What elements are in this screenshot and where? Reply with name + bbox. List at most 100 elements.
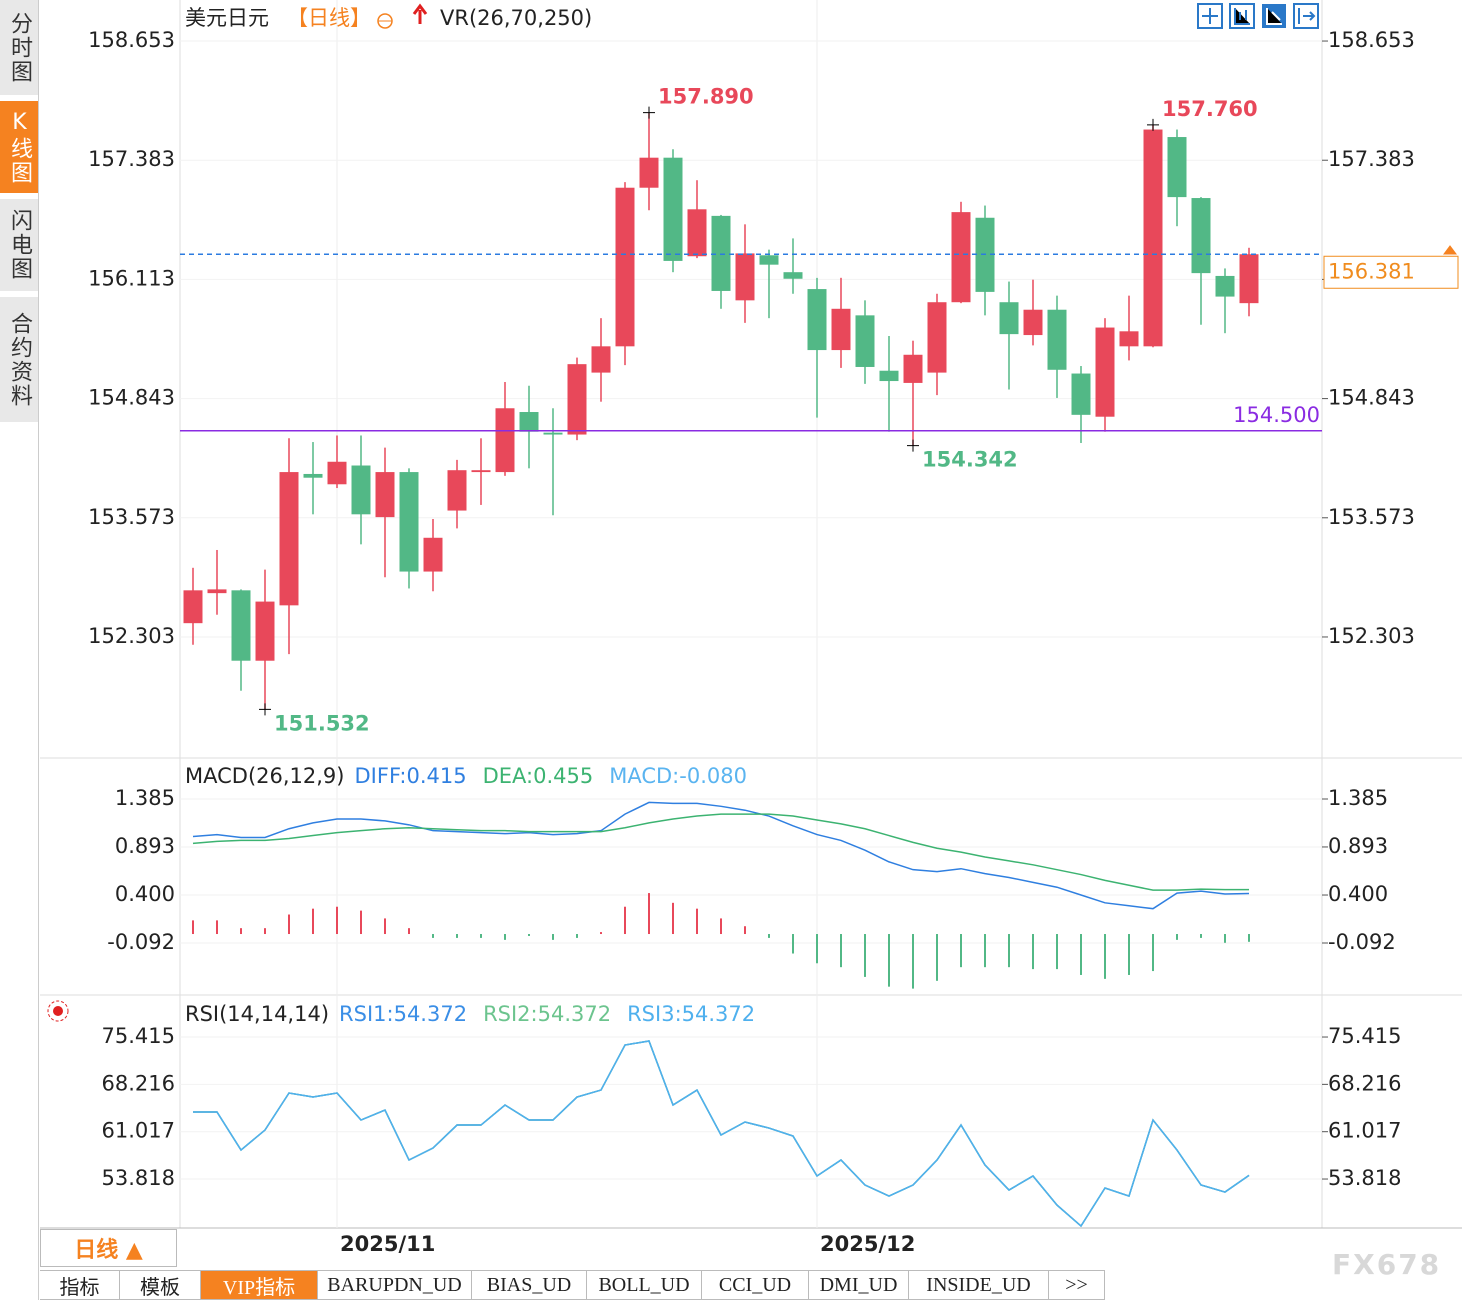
bottom-tab[interactable]: 模板 — [120, 1271, 201, 1299]
candle-body — [639, 157, 659, 188]
legend-label: MACD:-0.080 — [609, 764, 747, 788]
y-tick-label: 68.216 — [102, 1071, 175, 1095]
y-tick-label: 1.385 — [1328, 786, 1388, 810]
candle-body — [927, 302, 947, 373]
x-tick-label: 2025/12 — [820, 1232, 915, 1256]
histogram-bar — [456, 934, 458, 938]
histogram-bar — [1248, 934, 1250, 942]
series-line — [192, 801, 1250, 910]
y-tick-label: 156.113 — [88, 266, 175, 290]
candle-body — [735, 253, 755, 301]
bottom-tab[interactable]: BOLL_UD — [587, 1271, 702, 1299]
bottom-tab[interactable]: >> — [1049, 1271, 1105, 1299]
histogram-bar — [1080, 934, 1082, 975]
candle-body — [951, 212, 971, 303]
candle-body — [351, 465, 371, 515]
candle-body — [807, 289, 827, 351]
candle-body — [447, 470, 467, 511]
histogram-bar — [504, 934, 506, 940]
histogram-bar — [720, 918, 722, 935]
candle-body — [1095, 327, 1115, 417]
histogram-bar — [984, 934, 986, 968]
y-tick-label: 1.385 — [115, 786, 175, 810]
period-button[interactable]: 日线 ▲ — [40, 1229, 177, 1267]
candle-body — [1023, 309, 1043, 336]
tool-button[interactable] — [1197, 3, 1223, 29]
extreme-marker — [259, 703, 271, 716]
side-tab[interactable]: 闪电图 — [0, 199, 38, 291]
tool-button[interactable] — [1293, 3, 1319, 29]
histogram-bar — [360, 910, 362, 935]
histogram-bar — [960, 934, 962, 968]
bottom-tab[interactable]: BIAS_UD — [472, 1271, 587, 1299]
candle-body — [1215, 275, 1235, 297]
y-tick-label: 153.573 — [88, 505, 175, 529]
candle-body — [879, 370, 899, 382]
histogram-bar — [528, 934, 530, 936]
y-tick-label: 152.303 — [1328, 624, 1415, 648]
candle-body — [999, 302, 1019, 335]
side-tab[interactable]: 合约资料 — [0, 297, 38, 422]
candle-body — [279, 472, 299, 606]
extreme-label: 154.342 — [922, 448, 1018, 472]
histogram-bar — [648, 893, 650, 935]
bottom-tab[interactable]: CCI_UD — [702, 1271, 809, 1299]
histogram-bar — [600, 932, 602, 935]
indicator-label[interactable]: VR(26,70,250) — [440, 6, 592, 30]
y-tick-label: -0.092 — [1328, 930, 1396, 954]
histogram-bar — [1032, 934, 1034, 970]
histogram-bar — [1152, 934, 1154, 972]
histogram-bar — [816, 934, 818, 964]
bottom-tabs: 指标 模板 VIP指标 BARUPDN_UD BIAS_UD BOLL_UD CCI_UD D… — [40, 1270, 1105, 1300]
histogram-bar — [432, 934, 434, 938]
y-tick-label: 61.017 — [1328, 1119, 1401, 1143]
plot-background — [40, 0, 1462, 1228]
price-label: 156.381 — [1328, 259, 1415, 283]
histogram-bar — [192, 920, 194, 935]
candle-body — [399, 472, 419, 572]
bottom-tab[interactable]: VIP指标 — [201, 1271, 318, 1299]
histogram-bar — [384, 918, 386, 935]
candle-body — [423, 537, 443, 572]
candle-body — [1071, 373, 1091, 415]
tool-icon — [1266, 8, 1282, 25]
y-tick-label: 158.653 — [1328, 28, 1415, 52]
candle-body — [855, 315, 875, 367]
histogram-bar — [672, 902, 674, 935]
histogram-bar — [768, 934, 770, 938]
y-tick-label: 157.383 — [1328, 147, 1415, 171]
histogram-bar — [240, 928, 242, 935]
y-tick-label: 154.843 — [1328, 386, 1415, 410]
bottom-tab[interactable]: DMI_UD — [809, 1271, 909, 1299]
candle-body — [687, 209, 707, 257]
bottom-tab[interactable]: 指标 — [40, 1271, 120, 1299]
candle-body — [543, 432, 563, 435]
side-tab[interactable]: 分时图 — [0, 0, 38, 95]
histogram-bar — [624, 906, 626, 935]
y-tick-label: 75.415 — [1328, 1024, 1401, 1048]
histogram-bar — [1008, 934, 1010, 968]
candle-body — [1119, 331, 1139, 347]
histogram-bar — [216, 920, 218, 935]
bottom-tab[interactable]: BARUPDN_UD — [318, 1271, 472, 1299]
candle-body — [711, 215, 731, 291]
y-tick-label: 53.818 — [102, 1166, 175, 1190]
histogram-bar — [840, 934, 842, 968]
arrow-icon[interactable] — [412, 3, 428, 24]
y-tick-label: 0.400 — [115, 882, 175, 906]
candle-body — [1239, 254, 1259, 304]
histogram-bar — [1224, 934, 1226, 943]
tool-button[interactable] — [1229, 3, 1255, 29]
tool-icon — [1298, 8, 1316, 24]
candle-body — [495, 408, 515, 473]
candle-body — [567, 364, 587, 435]
candle-body — [327, 461, 347, 485]
tool-icon — [1202, 8, 1218, 24]
extreme-label: 157.890 — [658, 85, 754, 109]
extreme-label: 157.760 — [1162, 97, 1258, 121]
candle-body — [255, 601, 275, 661]
y-tick-label: 158.653 — [88, 28, 175, 52]
bottom-tab[interactable]: INSIDE_UD — [909, 1271, 1049, 1299]
candle-body — [207, 589, 227, 594]
side-tab[interactable]: K线图 — [0, 101, 38, 193]
